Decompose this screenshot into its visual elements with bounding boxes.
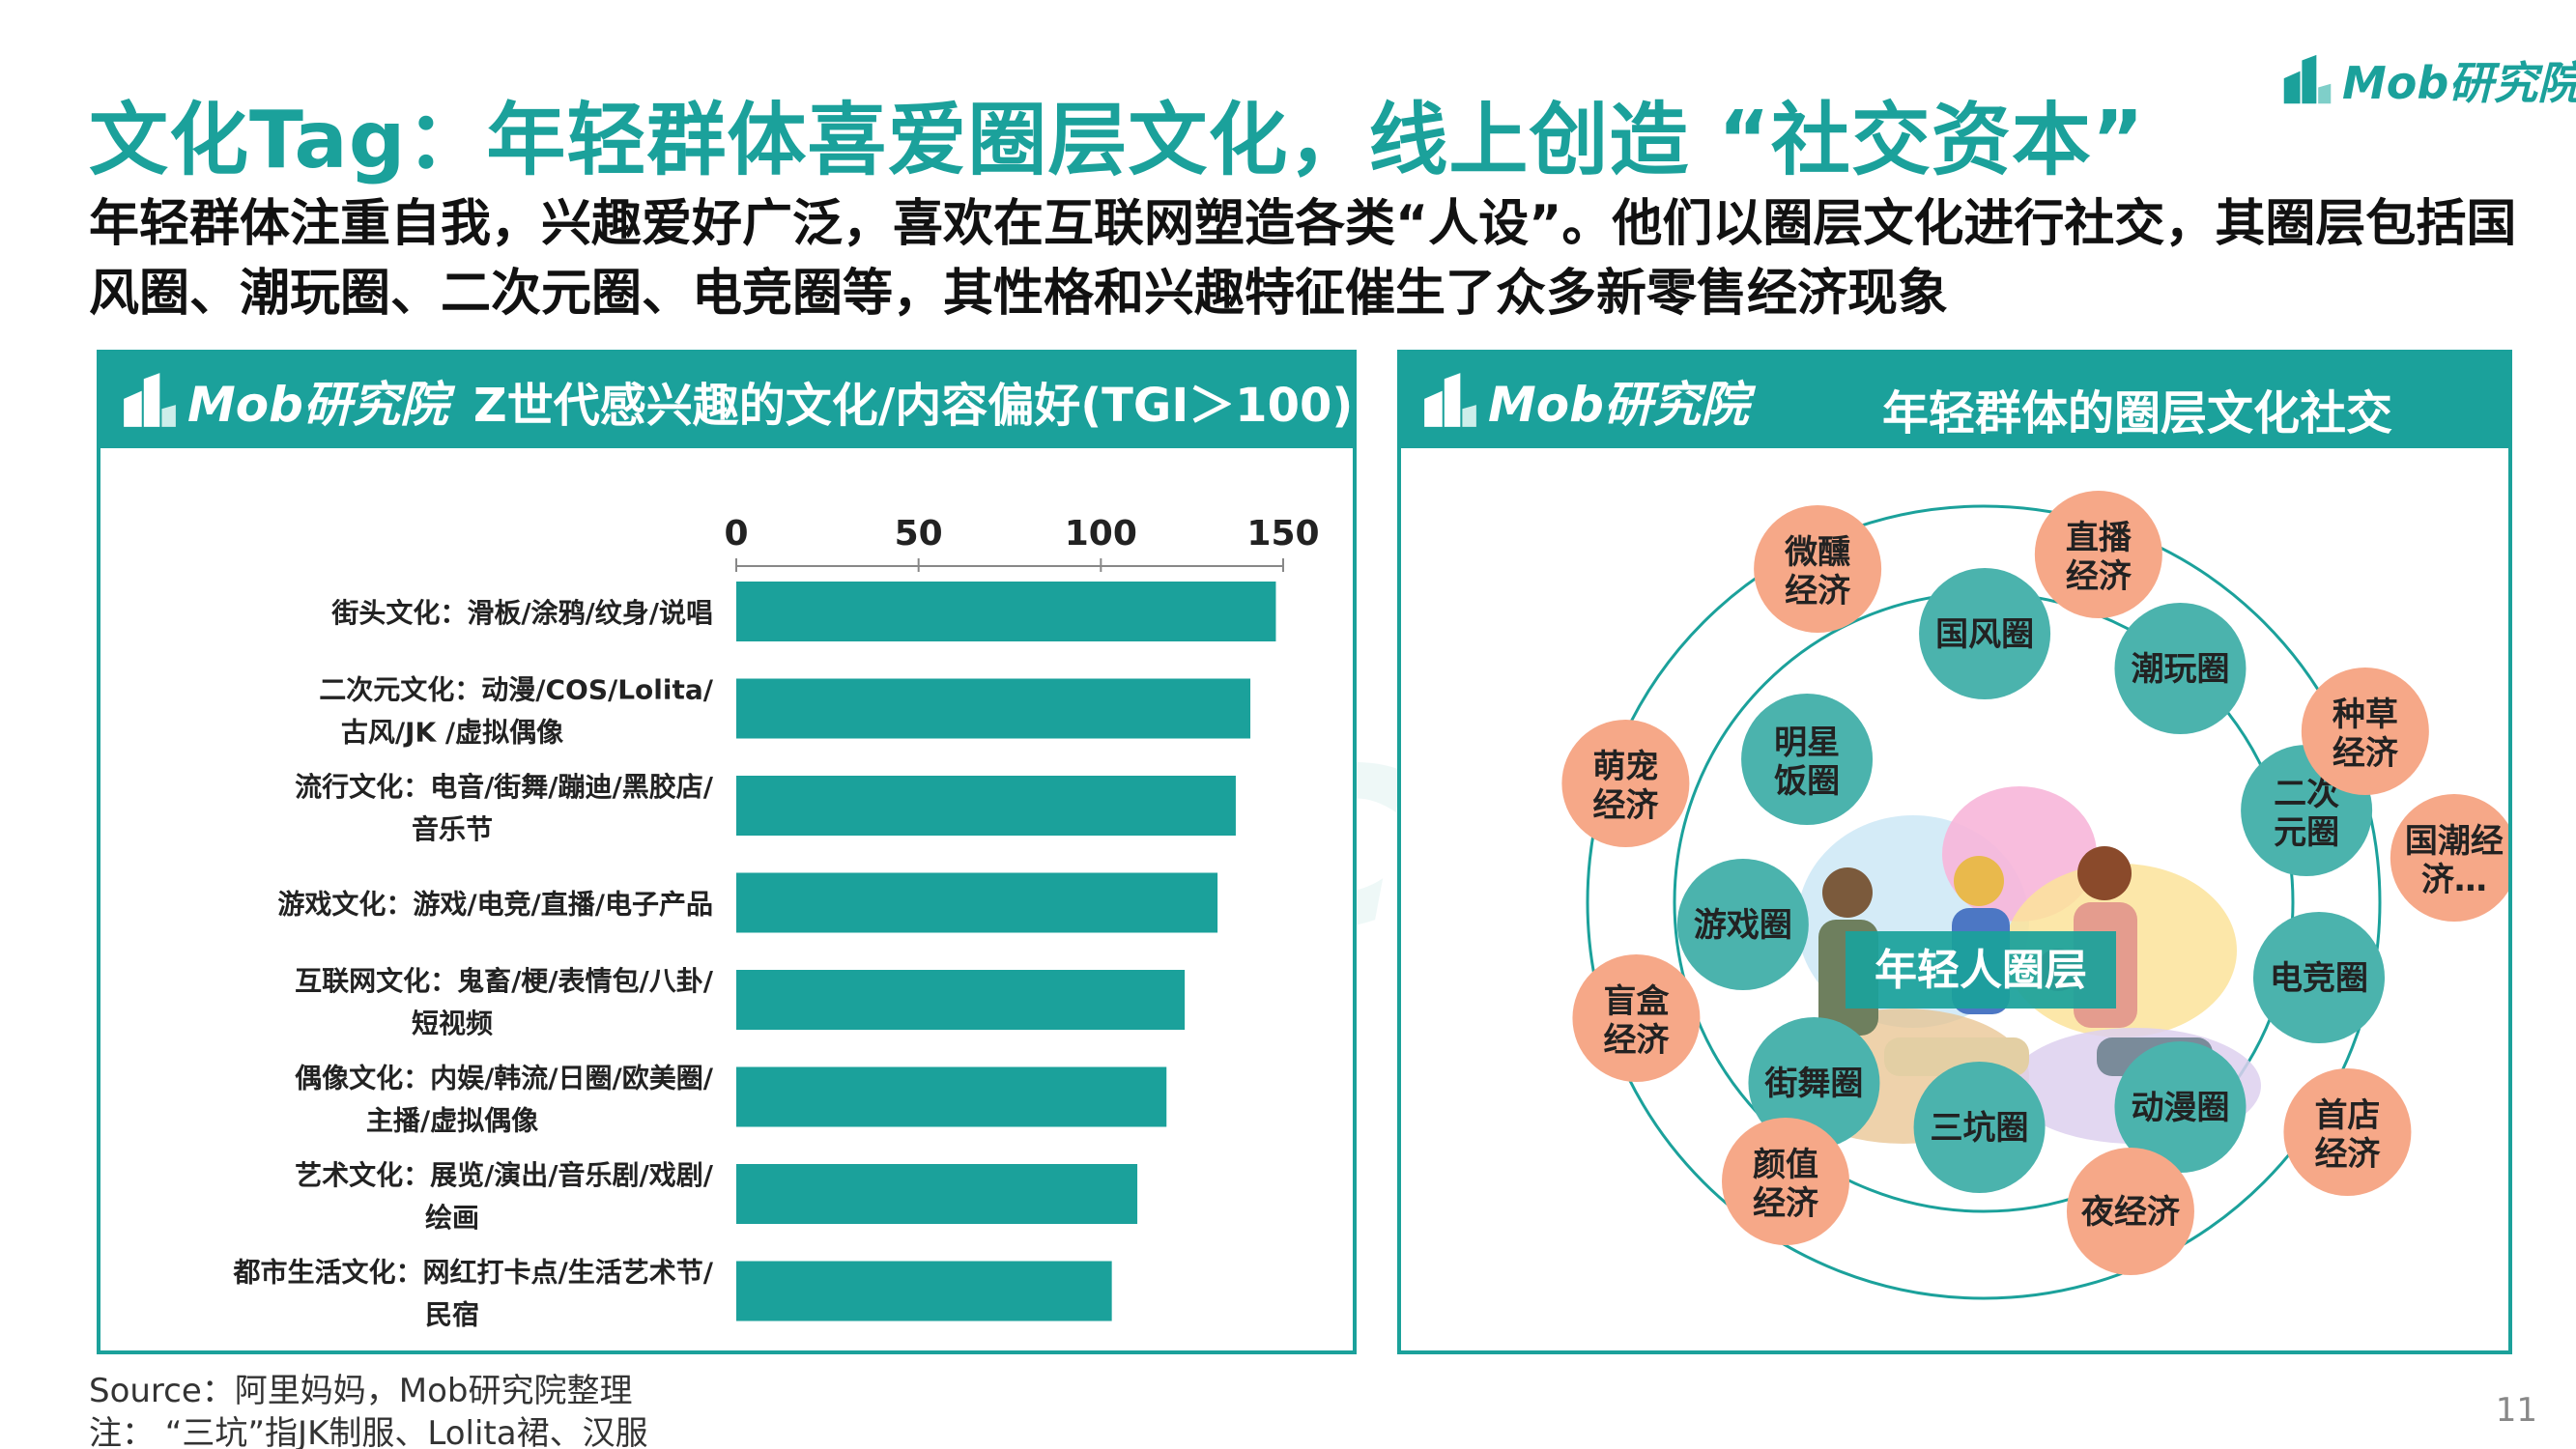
outer-circle-node: 直播经济 (2034, 491, 2162, 618)
building-logo-icon (2283, 54, 2332, 104)
category-label: 互联网文化：鬼畜/梗/表情包/八卦/短视频 (295, 965, 714, 1039)
outer-circle-node-label: 夜经济 (2080, 1193, 2181, 1232)
brand-logo-text: Mob研究院 (2342, 57, 2576, 109)
bar (736, 1164, 1138, 1224)
outer-circle-node-disc (1754, 505, 1882, 633)
outer-circle-node: 首店经济 (2283, 1068, 2412, 1196)
inner-circle-node-label: 二次元圈 (2274, 775, 2339, 852)
outer-orbit-ring (1586, 504, 2382, 1300)
inner-circle-node-disc (1676, 859, 1809, 990)
outer-circle-node-disc (1561, 720, 1690, 847)
inner-circle-node-label: 街舞圈 (1763, 1065, 1863, 1103)
inner-circle-node-disc (1919, 568, 2051, 699)
panel-header: Mob研究院 Z世代感兴趣的文化/内容偏好(TGI＞100) (100, 354, 1353, 448)
inner-circle-node-disc (1748, 1017, 1880, 1149)
outer-circle-node-disc (2301, 668, 2429, 795)
panel-header: Mob研究院 年轻群体的圈层文化社交 (1401, 354, 2508, 448)
inner-circle-node-label: 国风圈 (1935, 615, 2034, 654)
outer-circle-node-label: 种草经济 (2333, 696, 2399, 773)
inner-circle-node-disc (2253, 912, 2385, 1043)
outer-circle-node-label: 直播经济 (2066, 519, 2132, 596)
inner-circle-node: 街舞圈 (1748, 1017, 1880, 1149)
category-label: 偶像文化：内娱/韩流/日圈/欧美圈/主播/虚拟偶像 (295, 1063, 714, 1137)
bar (736, 678, 1251, 739)
building-logo-icon (124, 373, 176, 427)
inner-circle-node-label: 电竞圈 (2270, 959, 2368, 998)
outer-circle-node-label: 微醺经济 (1784, 533, 1851, 611)
category-label: 二次元文化：动漫/COS/Lolita/古风/JK /虚拟偶像 (319, 674, 714, 749)
source-note: Source：阿里妈妈，Mob研究院整理 (89, 1372, 633, 1410)
category-label: 艺术文化：展览/演出/音乐剧/戏剧/绘画 (295, 1159, 714, 1234)
bar (736, 1066, 1167, 1127)
outer-circle-node-label: 盲盒经济 (1603, 982, 1670, 1060)
bar (736, 776, 1236, 836)
category-label: 流行文化：电音/街舞/蹦迪/黑胶店/音乐节 (295, 771, 714, 845)
outer-circle-node: 夜经济 (2066, 1148, 2194, 1275)
center-label-box (1846, 931, 2116, 1009)
circle-culture-panel: Mob研究院 年轻群体的圈层文化社交 年轻人圈层 国风圈潮玩圈明星饭圈二次元圈游… (1397, 350, 2512, 1354)
x-tick-label: 100 (1065, 514, 1137, 554)
page-title: 文化Tag：年轻群体喜爱圈层文化，线上创造 “社交资本” (89, 95, 2145, 186)
inner-circle-node-label: 游戏圈 (1694, 906, 1792, 945)
outer-circle-node-disc (2034, 491, 2162, 618)
inner-circle-node-label: 三坑圈 (1931, 1109, 2029, 1148)
bar (736, 1261, 1112, 1321)
bar (736, 582, 1276, 641)
panel-brand: Mob研究院 (187, 377, 448, 433)
bar (736, 970, 1186, 1030)
outer-circle-node-label: 国潮经济… (2405, 822, 2504, 899)
outer-circle-node-label: 颜值经济 (1753, 1146, 1819, 1223)
inner-circle-node-label: 潮玩圈 (2131, 650, 2229, 689)
brand-logo: Mob研究院 (2280, 48, 2576, 112)
category-label: 街头文化：滑板/涂鸦/纹身/说唱 (330, 597, 713, 629)
circle-diagram: 年轻人圈层 国风圈潮玩圈明星饭圈二次元圈游戏圈电竞圈街舞圈动漫圈三坑圈 直播经济… (1561, 491, 2508, 1300)
outer-circle-node: 萌宠经济 (1561, 720, 1690, 847)
inner-circle-node: 动漫圈 (2114, 1041, 2247, 1173)
page-number: 11 (2495, 1391, 2537, 1430)
culture-preference-panel: Mob研究院 Z世代感兴趣的文化/内容偏好(TGI＞100) 0 50 100 150… (97, 350, 1357, 1354)
inner-circle-node: 明星饭圈 (1741, 694, 1874, 825)
inner-circle-node-disc (2114, 1041, 2247, 1173)
inner-circle-node-label: 明星饭圈 (1774, 724, 1840, 801)
outer-circle-node-disc (2283, 1068, 2412, 1196)
bar-chart: 0 50 100 150 街头文化：滑板/涂鸦/纹身/说唱二次元文化：动漫/COS/Lo… (233, 514, 1320, 1331)
page-subtitle: 年轻群体注重自我，兴趣爱好广泛，喜欢在互联网塑造各类“人设”。他们以圈层文化进行… (89, 195, 2517, 323)
outer-circle-node-disc (2066, 1148, 2194, 1275)
bar (736, 872, 1218, 933)
x-tick-label: 150 (1246, 514, 1319, 554)
inner-circle-node-disc (1913, 1062, 2046, 1193)
outer-circle-node: 国潮经济… (2390, 794, 2508, 922)
category-label: 游戏文化：游戏/电竞/直播/电子产品 (277, 889, 713, 921)
building-logo-icon (1424, 373, 1476, 427)
inner-circle-node-disc (1741, 694, 1874, 825)
outer-circle-node-disc (1572, 954, 1701, 1082)
panel-brand: Mob研究院 (1488, 377, 1749, 433)
inner-circle-node: 潮玩圈 (2114, 603, 2247, 734)
inner-circle-node: 游戏圈 (1676, 859, 1809, 990)
outer-circle-node-disc (1722, 1118, 1849, 1245)
outer-circle-node-disc (2390, 794, 2508, 922)
inner-circle-node-label: 动漫圈 (2131, 1089, 2229, 1127)
chart-title: Z世代感兴趣的文化/内容偏好(TGI＞100) (472, 379, 1354, 433)
outer-circle-node-label: 首店经济 (2314, 1096, 2381, 1174)
inner-circle-node: 国风圈 (1919, 568, 2051, 699)
center-label: 年轻人圈层 (1875, 946, 2087, 995)
diagram-title: 年轻群体的圈层文化社交 (1882, 386, 2393, 440)
inner-circle-node: 电竞圈 (2253, 912, 2385, 1043)
outer-circle-node: 种草经济 (2301, 668, 2429, 795)
outer-circle-node: 盲盒经济 (1572, 954, 1701, 1082)
x-tick-label: 50 (895, 514, 943, 554)
inner-circle-node: 三坑圈 (1913, 1062, 2046, 1193)
outer-circle-node-label: 萌宠经济 (1592, 748, 1659, 825)
footnote: 注： “三坑”指JK制服、Lolita裙、汉服 (89, 1414, 648, 1449)
category-label: 都市生活文化：网红打卡点/生活艺术节/民宿 (233, 1257, 714, 1331)
outer-circle-node: 微醺经济 (1754, 505, 1882, 633)
inner-circle-node-disc (2114, 603, 2247, 734)
outer-circle-node: 颜值经济 (1722, 1118, 1849, 1245)
x-tick-label: 0 (724, 514, 748, 554)
